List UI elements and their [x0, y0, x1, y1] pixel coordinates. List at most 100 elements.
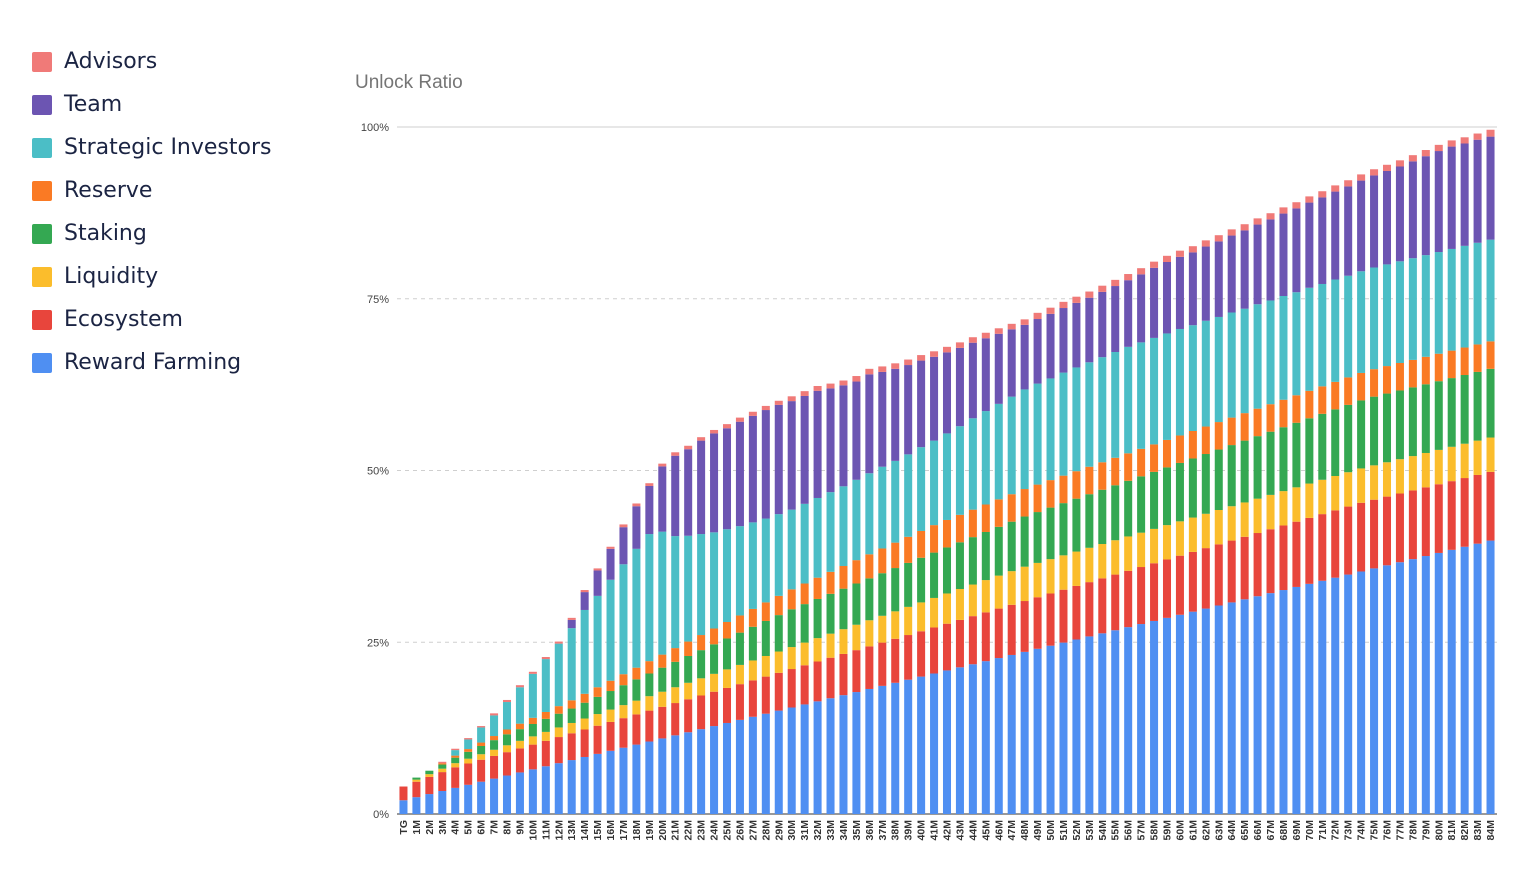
bar-segment-reward-farming-78M[interactable]	[1408, 559, 1417, 814]
bar-segment-liquidity-71M[interactable]	[1318, 479, 1327, 515]
bar-segment-reserve-25M[interactable]	[722, 621, 732, 639]
bar-segment-strategic-investors-30M[interactable]	[787, 509, 796, 590]
bar-segment-liquidity-46M[interactable]	[994, 575, 1003, 609]
bar-segment-advisors-41M[interactable]	[930, 351, 939, 357]
bar-segment-advisors-3M[interactable]	[438, 761, 447, 764]
bar-segment-team-49M[interactable]	[1033, 319, 1042, 384]
bar-segment-strategic-investors-55M[interactable]	[1111, 351, 1120, 458]
bar-segment-strategic-investors-70M[interactable]	[1305, 287, 1314, 391]
bar-segment-advisors-71M[interactable]	[1318, 191, 1327, 198]
bar-segment-team-79M[interactable]	[1421, 156, 1430, 256]
bar-segment-liquidity-18M[interactable]	[632, 700, 641, 715]
bar-segment-advisors-82M[interactable]	[1460, 137, 1469, 144]
bar-segment-reserve-79M[interactable]	[1421, 356, 1430, 385]
bar-segment-liquidity-59M[interactable]	[1162, 525, 1172, 560]
bar-segment-reward-farming-62M[interactable]	[1201, 608, 1210, 814]
bar-segment-team-71M[interactable]	[1318, 197, 1327, 284]
bar-segment-staking-29M[interactable]	[774, 615, 783, 652]
bar-segment-ecosystem-55M[interactable]	[1111, 574, 1120, 631]
bar-segment-team-29M[interactable]	[774, 404, 783, 515]
bar-segment-advisors-10M[interactable]	[528, 671, 537, 674]
bar-segment-reserve-46M[interactable]	[994, 499, 1003, 527]
bar-segment-liquidity-4M[interactable]	[451, 763, 460, 768]
bar-segment-strategic-investors-77M[interactable]	[1395, 261, 1404, 363]
bar-segment-advisors-47M[interactable]	[1007, 323, 1016, 330]
bar-segment-staking-28M[interactable]	[761, 620, 770, 656]
bar-segment-staking-48M[interactable]	[1020, 516, 1029, 567]
bar-segment-ecosystem-80M[interactable]	[1434, 484, 1443, 553]
bar-segment-reward-farming-TG[interactable]	[399, 800, 408, 814]
bar-segment-liquidity-55M[interactable]	[1111, 540, 1120, 575]
bar-segment-liquidity-37M[interactable]	[878, 615, 887, 643]
bar-segment-ecosystem-14M[interactable]	[580, 729, 589, 757]
bar-segment-strategic-investors-7M[interactable]	[490, 715, 499, 737]
bar-segment-advisors-25M[interactable]	[722, 424, 732, 429]
bar-segment-reward-farming-14M[interactable]	[580, 756, 589, 814]
bar-segment-reward-farming-39M[interactable]	[904, 679, 913, 814]
bar-segment-reserve-67M[interactable]	[1266, 404, 1275, 432]
bar-segment-staking-50M[interactable]	[1046, 507, 1055, 560]
bar-segment-liquidity-76M[interactable]	[1382, 462, 1392, 497]
bar-segment-strategic-investors-49M[interactable]	[1033, 383, 1042, 485]
bar-segment-ecosystem-16M[interactable]	[606, 721, 615, 751]
bar-segment-staking-34M[interactable]	[839, 588, 848, 630]
bar-segment-team-73M[interactable]	[1344, 186, 1353, 276]
bar-segment-reward-farming-7M[interactable]	[490, 778, 499, 814]
bar-segment-team-76M[interactable]	[1382, 170, 1392, 265]
bar-segment-liquidity-45M[interactable]	[981, 580, 990, 613]
bar-segment-staking-19M[interactable]	[645, 673, 654, 697]
bar-segment-advisors-6M[interactable]	[477, 726, 486, 728]
bar-segment-ecosystem-81M[interactable]	[1447, 481, 1456, 550]
bar-segment-staking-79M[interactable]	[1421, 384, 1430, 453]
bar-segment-strategic-investors-41M[interactable]	[930, 440, 939, 526]
bar-segment-reward-farming-47M[interactable]	[1007, 654, 1016, 814]
bar-segment-liquidity-31M[interactable]	[800, 642, 809, 666]
bar-segment-ecosystem-72M[interactable]	[1331, 510, 1340, 578]
bar-segment-team-75M[interactable]	[1370, 175, 1379, 268]
bar-segment-reserve-22M[interactable]	[684, 641, 693, 656]
bar-segment-strategic-investors-83M[interactable]	[1473, 242, 1482, 345]
bar-segment-advisors-73M[interactable]	[1344, 180, 1353, 187]
bar-segment-advisors-21M[interactable]	[671, 452, 680, 456]
bar-segment-team-47M[interactable]	[1007, 329, 1016, 397]
bar-segment-reward-farming-71M[interactable]	[1318, 580, 1327, 814]
bar-segment-ecosystem-34M[interactable]	[839, 653, 848, 696]
bar-segment-liquidity-43M[interactable]	[955, 589, 964, 620]
bar-segment-staking-77M[interactable]	[1395, 390, 1404, 460]
bar-segment-strategic-investors-54M[interactable]	[1098, 357, 1107, 463]
bar-segment-advisors-30M[interactable]	[787, 396, 796, 402]
bar-segment-strategic-investors-32M[interactable]	[813, 497, 822, 578]
bar-segment-strategic-investors-39M[interactable]	[904, 454, 913, 537]
bar-segment-reward-farming-51M[interactable]	[1059, 642, 1068, 814]
bar-segment-staking-33M[interactable]	[826, 593, 835, 634]
bar-segment-reserve-48M[interactable]	[1020, 489, 1029, 517]
bar-segment-reserve-64M[interactable]	[1227, 417, 1236, 446]
bar-segment-advisors-62M[interactable]	[1201, 240, 1210, 247]
bar-segment-strategic-investors-68M[interactable]	[1279, 296, 1288, 400]
bar-segment-strategic-investors-21M[interactable]	[671, 536, 680, 649]
bar-segment-liquidity-15M[interactable]	[593, 714, 602, 726]
bar-segment-team-80M[interactable]	[1434, 151, 1443, 253]
bar-segment-liquidity-50M[interactable]	[1046, 559, 1055, 594]
bar-segment-staking-67M[interactable]	[1266, 431, 1275, 495]
bar-segment-reward-farming-76M[interactable]	[1382, 565, 1392, 814]
bar-segment-ecosystem-51M[interactable]	[1059, 589, 1068, 643]
bar-segment-advisors-33M[interactable]	[826, 383, 835, 389]
bar-segment-ecosystem-9M[interactable]	[515, 748, 524, 773]
bar-segment-staking-26M[interactable]	[735, 632, 744, 665]
bar-segment-staking-78M[interactable]	[1408, 387, 1417, 457]
bar-segment-liquidity-78M[interactable]	[1408, 456, 1417, 491]
bar-segment-liquidity-11M[interactable]	[541, 731, 550, 741]
bar-segment-reserve-13M[interactable]	[567, 700, 576, 709]
bar-segment-reserve-74M[interactable]	[1357, 372, 1366, 401]
bar-segment-reward-farming-34M[interactable]	[839, 695, 848, 814]
bar-segment-team-38M[interactable]	[891, 368, 900, 461]
bar-segment-reward-farming-84M[interactable]	[1486, 540, 1495, 814]
bar-segment-liquidity-80M[interactable]	[1434, 449, 1443, 485]
bar-segment-advisors-39M[interactable]	[904, 359, 913, 366]
bar-segment-team-46M[interactable]	[994, 333, 1003, 404]
bar-segment-advisors-65M[interactable]	[1240, 224, 1249, 231]
bar-segment-advisors-53M[interactable]	[1085, 291, 1094, 298]
bar-segment-team-31M[interactable]	[800, 395, 809, 504]
bar-segment-team-43M[interactable]	[955, 347, 964, 427]
